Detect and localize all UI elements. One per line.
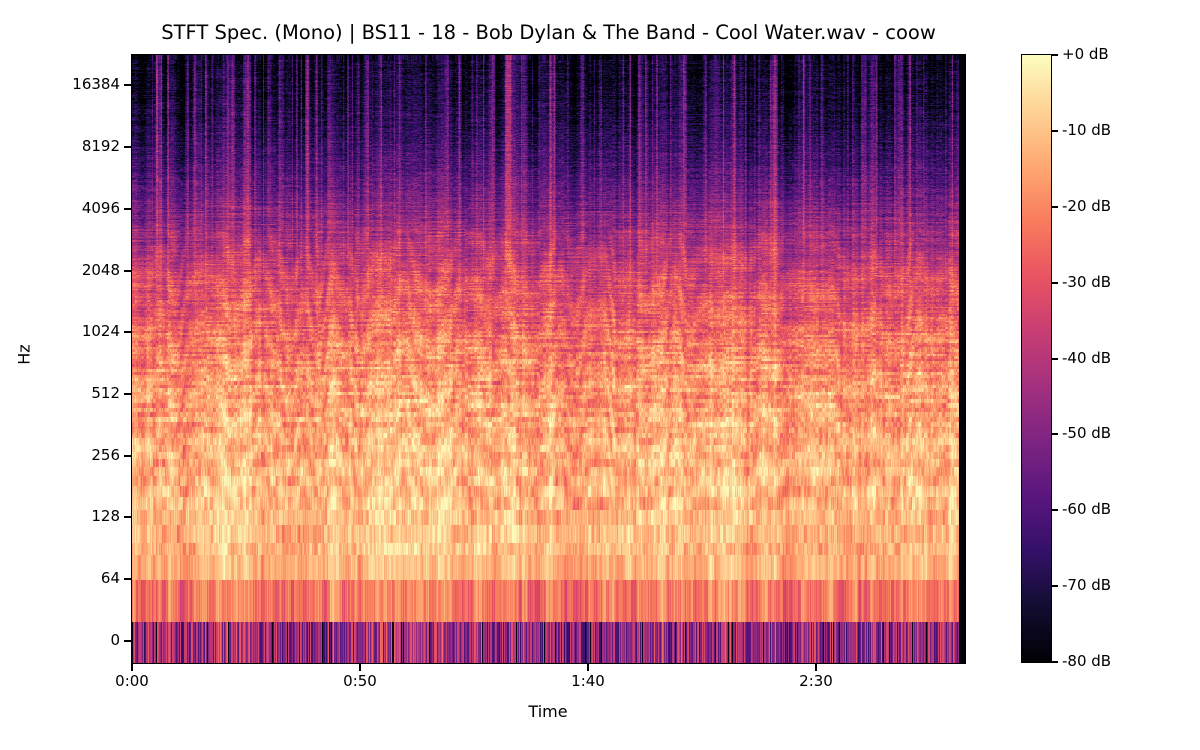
- colorbar-tick-mark: [1052, 509, 1058, 512]
- x-tick-mark: [131, 664, 133, 671]
- y-tick-mark: [124, 516, 131, 518]
- plot-area: [131, 54, 966, 664]
- x-tick-mark: [815, 664, 817, 671]
- y-tick-label: 256: [91, 446, 120, 464]
- y-tick-mark: [124, 84, 131, 86]
- x-tick-label: 0:00: [115, 672, 149, 690]
- y-tick-label: 1024: [81, 322, 120, 340]
- colorbar-tick-mark: [1052, 357, 1058, 360]
- colorbar-tick-mark: [1052, 433, 1058, 436]
- colorbar-tick-label: -40 dB: [1062, 348, 1112, 367]
- y-tick-mark: [124, 208, 131, 210]
- colorbar-tick-label: +0 dB: [1062, 45, 1109, 63]
- colorbar-tick-mark: [1052, 205, 1058, 208]
- colorbar-tick-label: -60 dB: [1062, 500, 1112, 519]
- y-tick-label: 8192: [81, 137, 120, 155]
- spectrogram-heatmap: [132, 55, 965, 663]
- y-tick-mark: [124, 270, 131, 272]
- y-tick-label: 2048: [81, 261, 120, 279]
- y-tick-label: 4096: [81, 199, 120, 217]
- colorbar-tick-mark: [1052, 281, 1058, 284]
- colorbar-gradient: [1022, 55, 1051, 662]
- y-tick-label: 128: [91, 507, 120, 525]
- x-tick-label: 1:40: [571, 672, 605, 690]
- x-tick-mark: [359, 664, 361, 671]
- x-tick-label: 0:50: [343, 672, 377, 690]
- colorbar-tick-label: -20 dB: [1062, 196, 1112, 215]
- y-tick-mark: [124, 146, 131, 148]
- y-tick-mark: [124, 578, 131, 580]
- colorbar-tick-label: -30 dB: [1062, 272, 1112, 291]
- colorbar: [1021, 54, 1052, 663]
- y-tick-label: 16384: [72, 75, 120, 93]
- colorbar-tick-mark: [1052, 54, 1058, 56]
- x-tick-label: 2:30: [799, 672, 833, 690]
- y-tick-label: 0: [110, 631, 120, 649]
- colorbar-tick-label: -70 dB: [1062, 576, 1112, 595]
- y-axis-label: Hz: [14, 344, 34, 365]
- x-axis-label: Time: [528, 702, 568, 721]
- y-tick-mark: [124, 331, 131, 333]
- x-tick-mark: [587, 664, 589, 671]
- colorbar-tick-mark: [1052, 585, 1058, 588]
- y-tick-label: 512: [91, 384, 120, 402]
- y-tick-mark: [124, 640, 131, 642]
- plot-title: STFT Spec. (Mono) | BS11 - 18 - Bob Dyla…: [161, 21, 936, 44]
- colorbar-tick-label: -80 dB: [1062, 652, 1112, 670]
- y-tick-mark: [124, 455, 131, 457]
- colorbar-tick-mark: [1052, 129, 1058, 132]
- colorbar-tick-label: -50 dB: [1062, 424, 1112, 443]
- colorbar-tick-label: -10 dB: [1062, 120, 1112, 139]
- colorbar-tick-mark: [1052, 661, 1058, 663]
- y-tick-label: 64: [100, 569, 120, 587]
- y-tick-mark: [124, 393, 131, 395]
